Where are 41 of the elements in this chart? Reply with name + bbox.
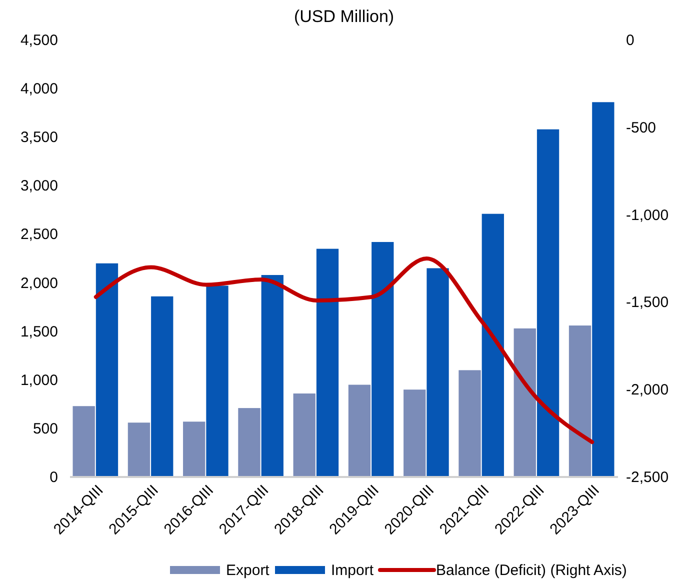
bar — [293, 393, 316, 477]
bar — [183, 422, 206, 477]
bar — [592, 102, 614, 477]
y2-tick-label: -500 — [626, 119, 656, 136]
y-tick-label: 1,000 — [20, 372, 58, 389]
bar — [426, 268, 449, 477]
y-tick-label: 2,500 — [20, 226, 58, 244]
bar — [206, 286, 228, 477]
chart-title: (USD Million) — [294, 7, 394, 26]
bar — [458, 370, 481, 477]
bar — [372, 242, 394, 477]
y2-tick-label: 0 — [626, 32, 634, 49]
bar — [96, 263, 118, 477]
bar — [568, 326, 592, 477]
bar — [261, 275, 284, 477]
bar — [514, 328, 536, 477]
bar — [238, 408, 260, 477]
bar — [536, 129, 560, 477]
y-tick-label: 500 — [32, 420, 58, 438]
y2-tick-label: -2,500 — [626, 469, 669, 486]
bar — [348, 384, 371, 477]
y2-tick-label: -2,000 — [626, 382, 669, 399]
legend-label: Import — [331, 562, 374, 579]
bar — [404, 390, 426, 477]
bar — [482, 214, 504, 477]
bar — [151, 296, 174, 477]
bar — [72, 406, 95, 477]
legend-label: Balance (Deficit) (Right Axis) — [436, 562, 627, 579]
y2-tick-label: -1,000 — [626, 206, 669, 224]
y-tick-label: 1,500 — [20, 323, 58, 340]
y-tick-label: 2,000 — [20, 274, 58, 292]
bar — [128, 422, 150, 477]
line-series — [94, 256, 594, 444]
y2-tick-label: -1,500 — [626, 294, 669, 312]
y-tick-label: 0 — [50, 469, 58, 486]
y-tick-label: 3,000 — [20, 178, 58, 195]
y-tick-label: 4,500 — [20, 32, 58, 49]
y-tick-label: 3,500 — [20, 129, 58, 146]
legend-label: Export — [226, 562, 270, 579]
bar — [316, 248, 339, 477]
y-tick-label: 4,000 — [20, 80, 58, 98]
